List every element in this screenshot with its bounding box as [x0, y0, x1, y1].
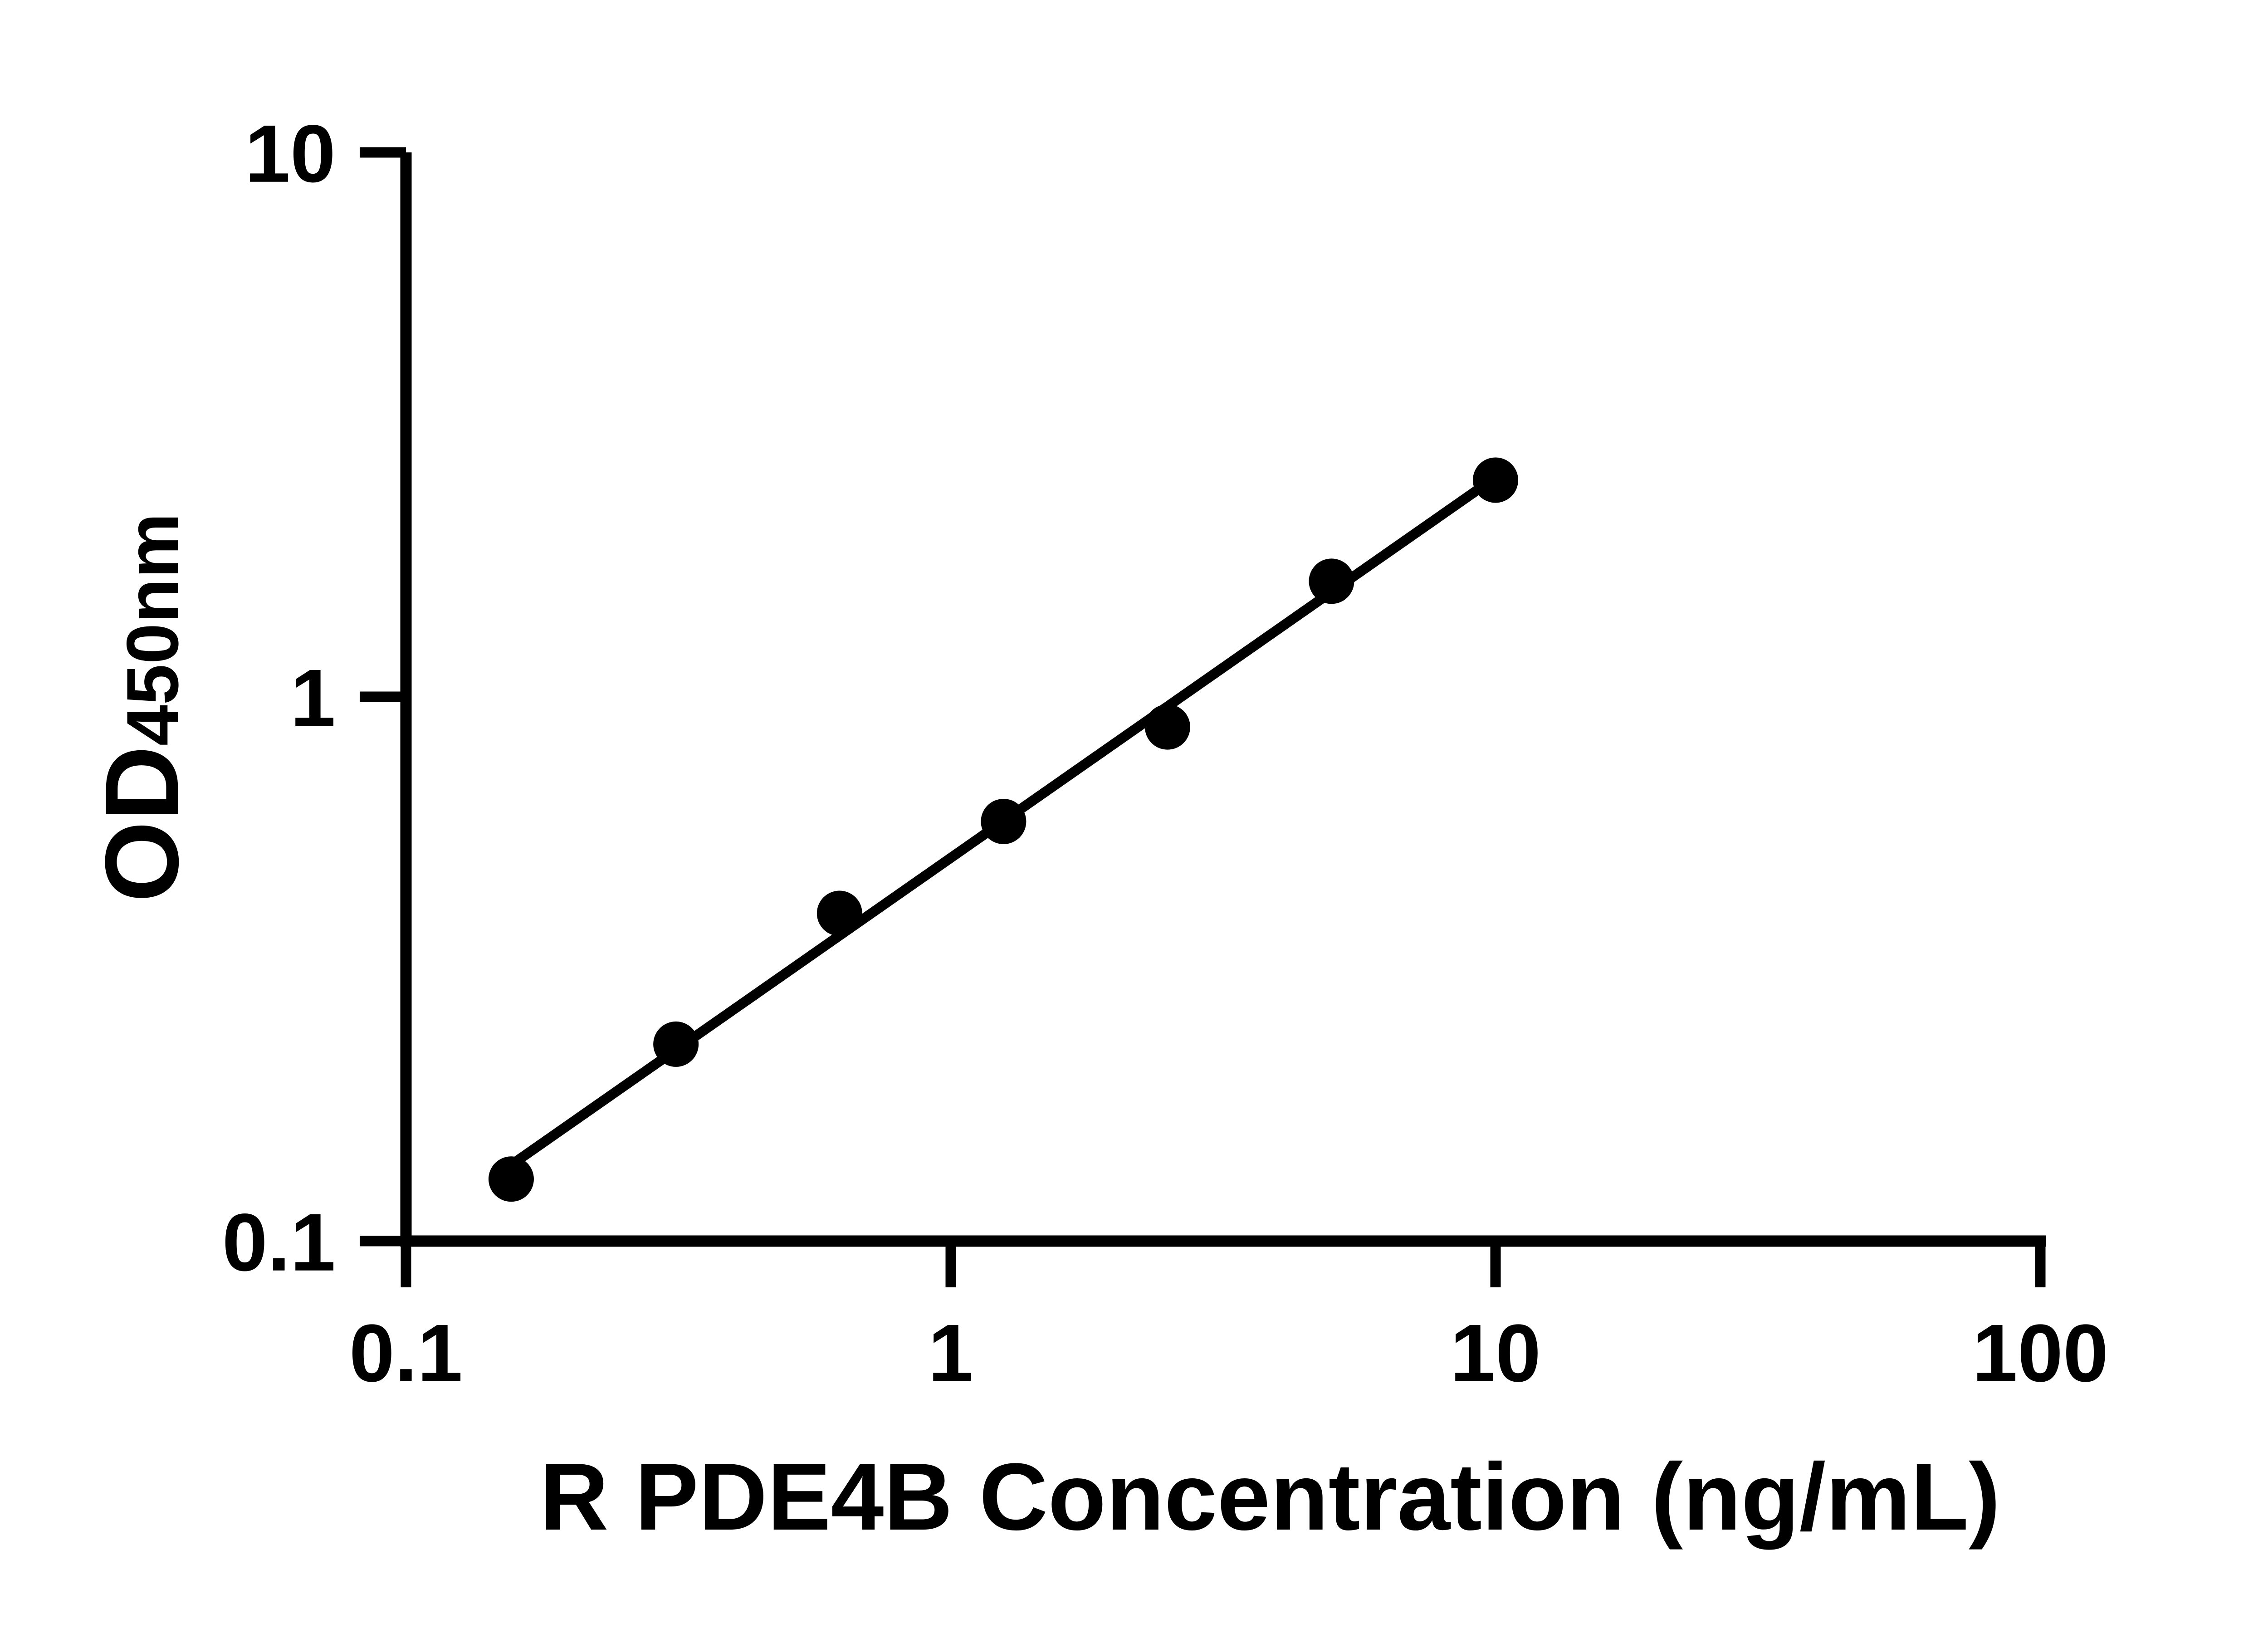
x-tick-label: 1 [928, 1308, 973, 1399]
data-points [488, 457, 1518, 1202]
x-axis-title: R PDE4B Concentration (ng/mL) [540, 1443, 2000, 1550]
y-tick-label: 0.1 [222, 1197, 336, 1288]
x-tick-label: 10 [1450, 1308, 1541, 1399]
data-point [653, 1021, 699, 1067]
x-axis: 0.1 1 10 100 [349, 1235, 2108, 1399]
data-point [1144, 704, 1190, 750]
y-axis-title-sub: 450nm [112, 513, 194, 746]
x-tick-label: 100 [1972, 1308, 2108, 1399]
data-point [981, 798, 1026, 844]
y-tick-label: 10 [245, 108, 336, 200]
data-point [1473, 457, 1518, 503]
data-point [488, 1156, 534, 1202]
y-tick-label: 1 [290, 653, 336, 744]
data-point [816, 890, 862, 936]
x-tick-label: 0.1 [349, 1308, 463, 1399]
y-axis-title: OD450nm [83, 513, 200, 902]
y-axis-title-main: OD [83, 746, 200, 902]
data-point [1309, 558, 1354, 604]
y-axis: 0.1 1 10 [222, 108, 412, 1288]
